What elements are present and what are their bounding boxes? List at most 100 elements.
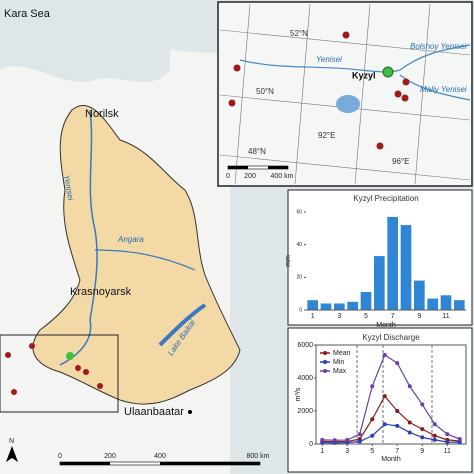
- point: [420, 402, 425, 407]
- x-tick-label: 3: [337, 313, 341, 320]
- map-label: Angara: [117, 235, 144, 244]
- map-label: Krasnoyarsk: [70, 286, 132, 298]
- inset-label: 96°E: [392, 157, 409, 166]
- scale-label: 200: [244, 173, 256, 180]
- inset-label: Bolshoy Yenisei: [410, 42, 467, 51]
- y-tick-label: 0: [299, 307, 302, 313]
- discharge-panel: [287, 327, 473, 473]
- scale-label: 200: [104, 453, 116, 460]
- x-axis-label: Month: [376, 322, 396, 329]
- point: [457, 437, 462, 442]
- legend-marker: [323, 369, 327, 373]
- scale-label: 400 km: [271, 173, 294, 180]
- point: [320, 440, 325, 445]
- inset-label: Kyzyl: [352, 70, 376, 80]
- bar: [387, 216, 398, 310]
- point: [445, 440, 450, 445]
- point: [382, 394, 387, 399]
- point: [382, 352, 387, 357]
- north-label: N: [9, 438, 14, 445]
- city-marker: [188, 410, 192, 414]
- kyzyl-marker: [66, 352, 74, 360]
- x-tick-label: 11: [442, 313, 449, 320]
- map-label: Yenisei: [62, 174, 75, 201]
- inset-label: 52°N: [290, 29, 308, 38]
- inset-label: 92°E: [318, 131, 335, 140]
- bar: [427, 298, 438, 310]
- series-line: [322, 353, 460, 441]
- inset-label: 50°N: [256, 87, 274, 96]
- bar: [360, 292, 372, 310]
- y-tick-label: 4000: [297, 375, 313, 382]
- bar: [347, 301, 358, 310]
- x-tick-label: 1: [311, 313, 315, 320]
- scale-label: 800 km: [247, 453, 270, 460]
- inset-label: 48°N: [248, 147, 266, 156]
- river: [94, 249, 196, 271]
- legend-marker: [323, 360, 327, 364]
- bar: [334, 303, 345, 310]
- bar: [454, 300, 465, 310]
- basin: [32, 104, 241, 405]
- y-tick-label: 0: [309, 441, 313, 448]
- y-axis-label: m³/s: [295, 387, 302, 401]
- legend-label: Mean: [333, 350, 351, 357]
- point: [407, 430, 412, 435]
- x-axis-label: Month: [381, 456, 401, 463]
- point: [407, 420, 412, 425]
- x-tick-label: 11: [444, 448, 451, 455]
- river: [59, 109, 98, 366]
- scale-label: 0: [226, 173, 230, 180]
- y-tick-label: 2000: [297, 408, 313, 415]
- bar: [307, 300, 318, 310]
- x-tick-label: 7: [391, 313, 395, 320]
- point: [432, 437, 437, 442]
- series-line: [322, 423, 460, 444]
- point: [332, 438, 337, 443]
- point: [432, 433, 437, 438]
- point: [357, 432, 362, 437]
- x-tick-label: 3: [345, 448, 349, 455]
- inset-map: 52°N 50°N 48°N 92°E 96°E Bolshoy Yenisei…: [217, 1, 473, 187]
- y-tick-label: 20: [296, 275, 302, 281]
- point: [357, 439, 362, 444]
- bar: [320, 303, 332, 310]
- map-label: Kara Sea: [4, 8, 51, 20]
- point: [445, 432, 450, 437]
- map-label: Ulaanbaatar: [124, 406, 184, 418]
- point: [345, 438, 350, 443]
- bar: [400, 225, 412, 310]
- x-tick-label: 1: [320, 448, 324, 455]
- inset-frame: [0, 334, 119, 413]
- point: [395, 409, 400, 413]
- x-tick-label: 5: [364, 313, 368, 320]
- plot-frame: [315, 344, 467, 445]
- y-tick-label: 40: [296, 242, 302, 248]
- point: [420, 435, 425, 440]
- chart-title: Kyzyl Precipitation: [353, 194, 418, 203]
- bar: [374, 256, 385, 310]
- chart-title: Kyzyl Discharge: [362, 333, 420, 342]
- point: [420, 427, 425, 432]
- x-tick-label: 9: [420, 448, 424, 455]
- legend-label: Min: [333, 359, 344, 366]
- legend-label: Max: [333, 368, 347, 375]
- point: [370, 433, 375, 438]
- x-tick-label: 5: [370, 448, 374, 455]
- north-arrow: [6, 446, 18, 462]
- bar: [414, 280, 425, 310]
- point: [370, 417, 375, 422]
- x-tick-label: 9: [417, 313, 421, 320]
- season-lines: [356, 345, 433, 444]
- scale-label: 400: [154, 453, 166, 460]
- y-axis-label: mm: [285, 255, 292, 267]
- point: [320, 437, 325, 442]
- scale-label: 0: [58, 453, 62, 460]
- point: [457, 440, 462, 445]
- bar: [440, 295, 452, 310]
- point: [395, 423, 400, 428]
- lake: [158, 303, 207, 347]
- series-line: [322, 395, 460, 443]
- y-tick-label: 60: [296, 209, 302, 215]
